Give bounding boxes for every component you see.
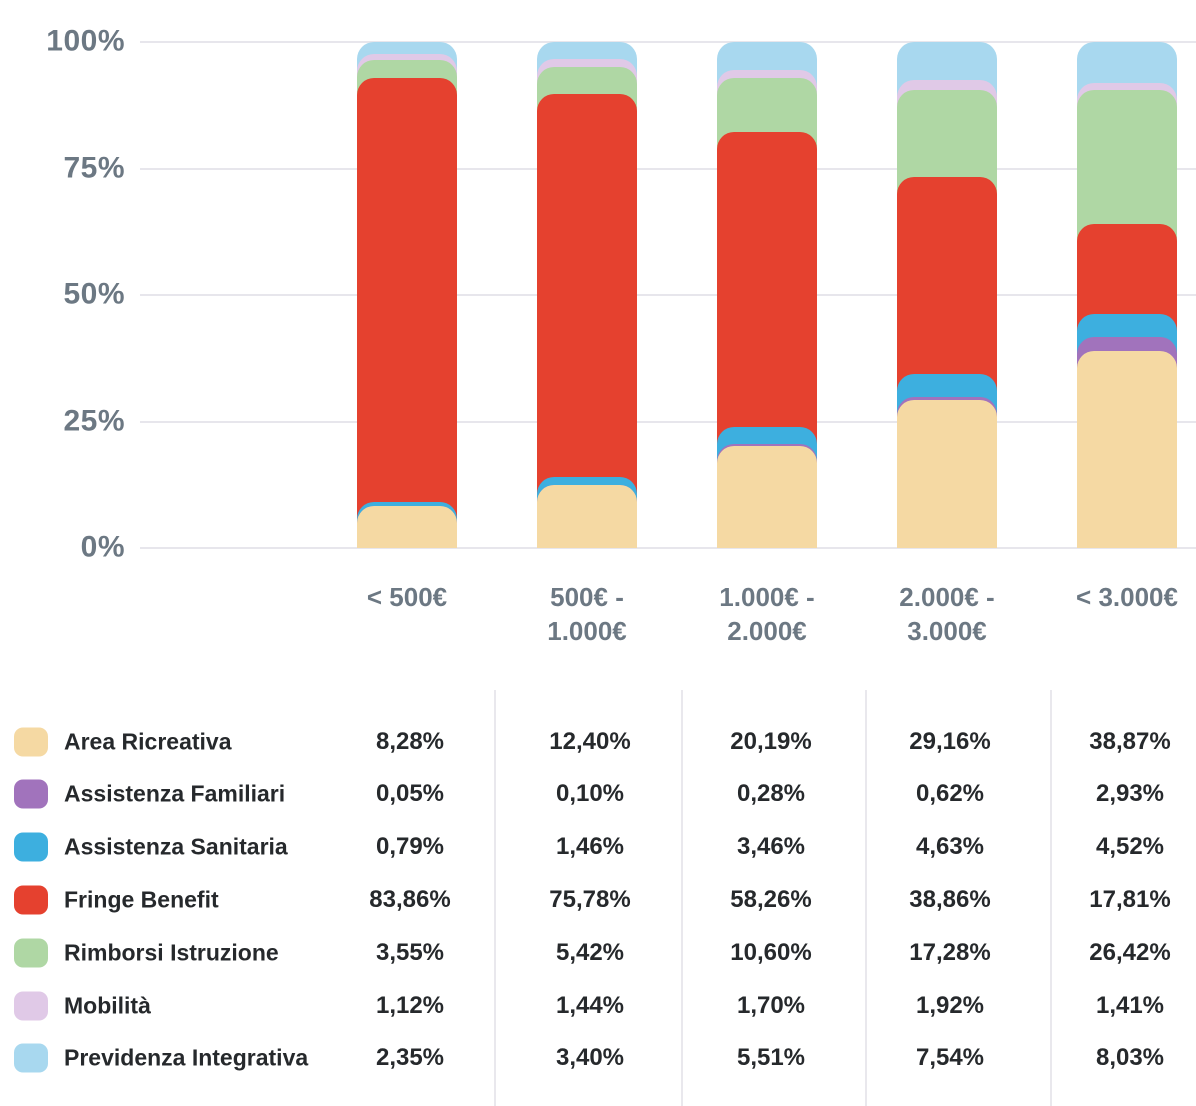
x-axis-label-line: < 3.000€	[1076, 582, 1178, 612]
y-axis-tick-label: 50%	[63, 277, 125, 311]
legend-color-swatch	[14, 1043, 48, 1073]
series-value-cell: 75,78%	[549, 885, 631, 913]
table-column-divider	[865, 690, 867, 1106]
x-axis-label-line: 2.000€ -	[899, 582, 995, 612]
series-value-cell: 0,05%	[375, 780, 445, 808]
bar-segment-area-ricreativa[interactable]	[1077, 351, 1177, 548]
legend-series-label: Assistenza Sanitaria	[64, 833, 288, 860]
y-axis-tick-label: 75%	[63, 150, 125, 184]
series-value-cell: 26,42%	[1089, 938, 1171, 966]
bar-segment-area-ricreativa[interactable]	[897, 400, 997, 548]
x-axis-label-line: 500€ -	[550, 582, 624, 612]
bar-segment-area-ricreativa[interactable]	[537, 485, 637, 548]
legend-series-label: Area Ricreativa	[64, 728, 232, 754]
series-value-cell: 3,46%	[736, 833, 806, 861]
legend-table-row: Previdenza Integrativa 2,35% 3,40% 5,51% 7,5…	[0, 1032, 1196, 1085]
legend-series-label: Fringe Benefit	[64, 886, 219, 913]
series-value-cell: 10,60%	[730, 938, 812, 966]
legend-color-swatch	[14, 727, 48, 756]
series-value-cell: 20,19%	[730, 727, 812, 755]
series-value-cell: 0,62%	[915, 780, 985, 808]
series-value-cell: 1,92%	[915, 991, 985, 1019]
bar-segment-fringe-benefit[interactable]	[537, 93, 637, 548]
series-value-cell: 2,35%	[375, 1044, 445, 1072]
x-axis-label-line: 3.000€	[907, 616, 987, 646]
gridline	[140, 294, 1196, 296]
legend-table-row: Mobilità 1,12% 1,44% 1,70% 1,92% 1,41%	[0, 979, 1196, 1032]
stacked-bar	[537, 42, 637, 548]
legend-color-swatch	[14, 779, 48, 809]
gridline	[140, 167, 1196, 170]
x-axis-category-label: 1.000€ - 2.000€	[672, 580, 862, 648]
series-value-cell: 5,42%	[555, 938, 625, 966]
table-column-divider	[1050, 690, 1052, 1106]
series-value-cell: 8,28%	[375, 727, 445, 755]
stacked-bar	[1077, 42, 1177, 548]
series-value-cell: 83,86%	[369, 885, 451, 913]
table-column-divider	[681, 690, 683, 1106]
series-value-cell: 1,46%	[555, 833, 625, 861]
series-value-cell: 38,87%	[1089, 727, 1171, 755]
stacked-bar	[897, 42, 997, 548]
legend-series-label: Rimborsi Istruzione	[64, 939, 279, 966]
series-value-cell: 0,79%	[375, 833, 445, 861]
series-value-cell: 58,26%	[730, 885, 812, 913]
gridline	[140, 420, 1196, 423]
legend-series-label: Assistenza Familiari	[64, 780, 286, 807]
x-axis-label-line: 1.000€ -	[719, 582, 815, 612]
x-axis-category-label: < 3.000€	[1032, 580, 1196, 614]
x-axis-category-label: < 500€	[312, 580, 502, 614]
gridline	[140, 41, 1196, 43]
bar-segment-area-ricreativa[interactable]	[357, 506, 457, 548]
legend-table-row: Rimborsi Istruzione 3,55% 5,42% 10,60% 17,28…	[0, 926, 1196, 979]
series-value-cell: 5,51%	[736, 1044, 806, 1072]
bar-segment-fringe-benefit[interactable]	[357, 77, 457, 548]
stacked-bar	[357, 42, 457, 548]
series-value-cell: 0,28%	[736, 780, 806, 808]
series-value-cell: 1,41%	[1095, 991, 1165, 1019]
series-value-cell: 12,40%	[549, 727, 631, 755]
legend-color-swatch	[14, 938, 48, 968]
x-axis-category-label: 500€ - 1.000€	[492, 580, 682, 648]
legend-table-row: Fringe Benefit 83,86% 75,78% 58,26% 38,86% 17…	[0, 873, 1196, 926]
series-value-cell: 17,28%	[909, 938, 991, 966]
legend-series-label: Mobilità	[64, 992, 151, 1018]
series-value-cell: 8,03%	[1095, 1044, 1165, 1072]
series-value-cell: 2,93%	[1095, 780, 1165, 808]
series-value-cell: 4,52%	[1095, 833, 1165, 861]
series-value-cell: 3,40%	[555, 1044, 625, 1072]
series-value-cell: 7,54%	[915, 1044, 985, 1072]
table-column-divider	[494, 690, 496, 1106]
x-axis-label-line: 2.000€	[727, 616, 807, 646]
legend-series-label: Previdenza Integrativa	[64, 1044, 309, 1071]
series-value-cell: 38,86%	[909, 885, 991, 913]
legend-table-row: Assistenza Familiari 0,05% 0,10% 0,28% 0,62%…	[0, 768, 1196, 821]
series-value-cell: 1,44%	[555, 991, 625, 1019]
legend-table-row: Assistenza Sanitaria 0,79% 1,46% 3,46% 4,63%…	[0, 821, 1196, 874]
series-value-cell: 4,63%	[915, 833, 985, 861]
legend-table-row: Area Ricreativa 8,28% 12,40% 20,19% 29,16% 38…	[0, 715, 1196, 768]
series-value-cell: 17,81%	[1089, 885, 1171, 913]
legend-color-swatch	[14, 885, 48, 915]
stacked-bar	[717, 42, 817, 548]
series-value-cell: 1,12%	[375, 991, 445, 1019]
series-value-cell: 1,70%	[736, 991, 806, 1019]
y-axis-tick-label: 100%	[46, 24, 125, 58]
y-axis-tick-label: 0%	[80, 530, 125, 564]
legend-color-swatch	[14, 991, 48, 1020]
y-axis-tick-label: 25%	[63, 403, 125, 437]
series-value-cell: 3,55%	[375, 938, 445, 966]
legend-color-swatch	[14, 832, 48, 862]
x-axis-label-line: < 500€	[366, 582, 448, 612]
x-axis-label-line: 1.000€	[547, 616, 627, 646]
series-value-cell: 29,16%	[909, 727, 991, 755]
gridline	[140, 547, 1196, 549]
bar-segment-area-ricreativa[interactable]	[717, 445, 817, 548]
series-value-cell: 0,10%	[555, 780, 625, 808]
x-axis-category-label: 2.000€ - 3.000€	[852, 580, 1042, 648]
